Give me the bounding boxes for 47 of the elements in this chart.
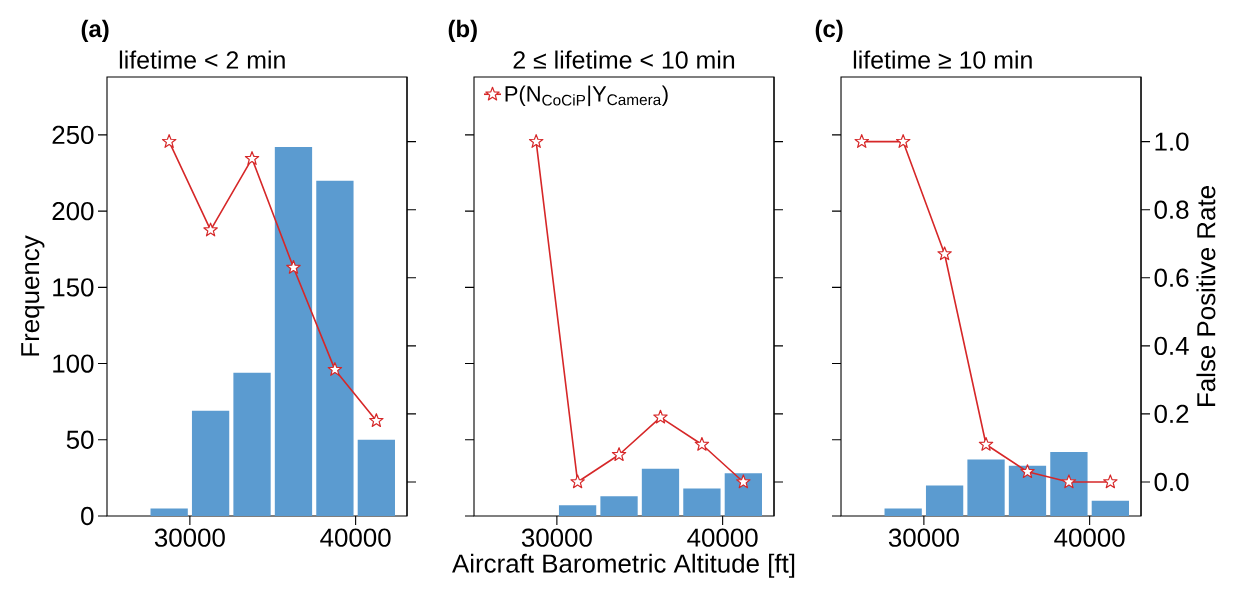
point bbox=[1103, 474, 1118, 489]
y-tick-label: 250 bbox=[52, 125, 94, 145]
x-tick-label: 40000 bbox=[687, 528, 758, 547]
y2-axis-title: False Positive Rate bbox=[1196, 186, 1216, 406]
chart-title: lifetime ≥ 10 min bbox=[853, 50, 1032, 69]
text: (b) bbox=[448, 19, 477, 43]
x-axis-title: Aircraft Barometric Altitude [ft] bbox=[452, 553, 795, 578]
y-tick-label: 0 bbox=[81, 506, 94, 526]
text: (c) bbox=[815, 19, 843, 43]
point bbox=[694, 436, 710, 451]
y2-tick-label: 0.6 bbox=[1154, 268, 1189, 287]
x-tick-label: 40000 bbox=[320, 528, 391, 547]
text: (a) bbox=[81, 19, 109, 43]
y2-tick-label: 1.0 bbox=[1155, 132, 1189, 151]
point bbox=[327, 362, 343, 376]
x-tick-label: 40000 bbox=[1054, 528, 1125, 547]
y-tick-label: 50 bbox=[66, 430, 94, 449]
point bbox=[611, 447, 627, 462]
chart-title: lifetime < 2 min bbox=[119, 50, 285, 69]
point bbox=[161, 134, 177, 148]
y2-tick-label: 0.8 bbox=[1154, 200, 1189, 219]
x-tick-label: 30000 bbox=[521, 528, 592, 547]
point bbox=[1061, 474, 1077, 489]
legend-label: P(N$_{CoCiP}$|Y$_{Camera}$) bbox=[505, 85, 668, 107]
point bbox=[736, 474, 751, 489]
point bbox=[203, 222, 218, 237]
point bbox=[854, 134, 869, 148]
y2-tick-label: 0.2 bbox=[1154, 404, 1189, 424]
point bbox=[653, 409, 668, 424]
y2-tick-label: 0.0 bbox=[1154, 472, 1189, 492]
point bbox=[937, 246, 952, 261]
y2-tick-label: 0.4 bbox=[1154, 336, 1189, 356]
point bbox=[570, 474, 585, 489]
y-tick-label: 100 bbox=[53, 354, 94, 373]
point bbox=[978, 436, 994, 451]
chart-title: 2 ≤ lifetime < 10 min bbox=[513, 50, 735, 69]
y-tick-label: 150 bbox=[53, 278, 94, 297]
point bbox=[528, 134, 544, 148]
x-tick-label: 30000 bbox=[888, 528, 959, 547]
y-axis-title: Frequency bbox=[21, 235, 45, 356]
y-tick-label: 200 bbox=[52, 201, 94, 221]
point bbox=[286, 259, 301, 274]
point bbox=[369, 413, 384, 427]
point bbox=[1020, 464, 1035, 479]
x-tick-label: 30000 bbox=[154, 528, 225, 547]
point bbox=[244, 151, 260, 165]
point bbox=[895, 134, 911, 148]
